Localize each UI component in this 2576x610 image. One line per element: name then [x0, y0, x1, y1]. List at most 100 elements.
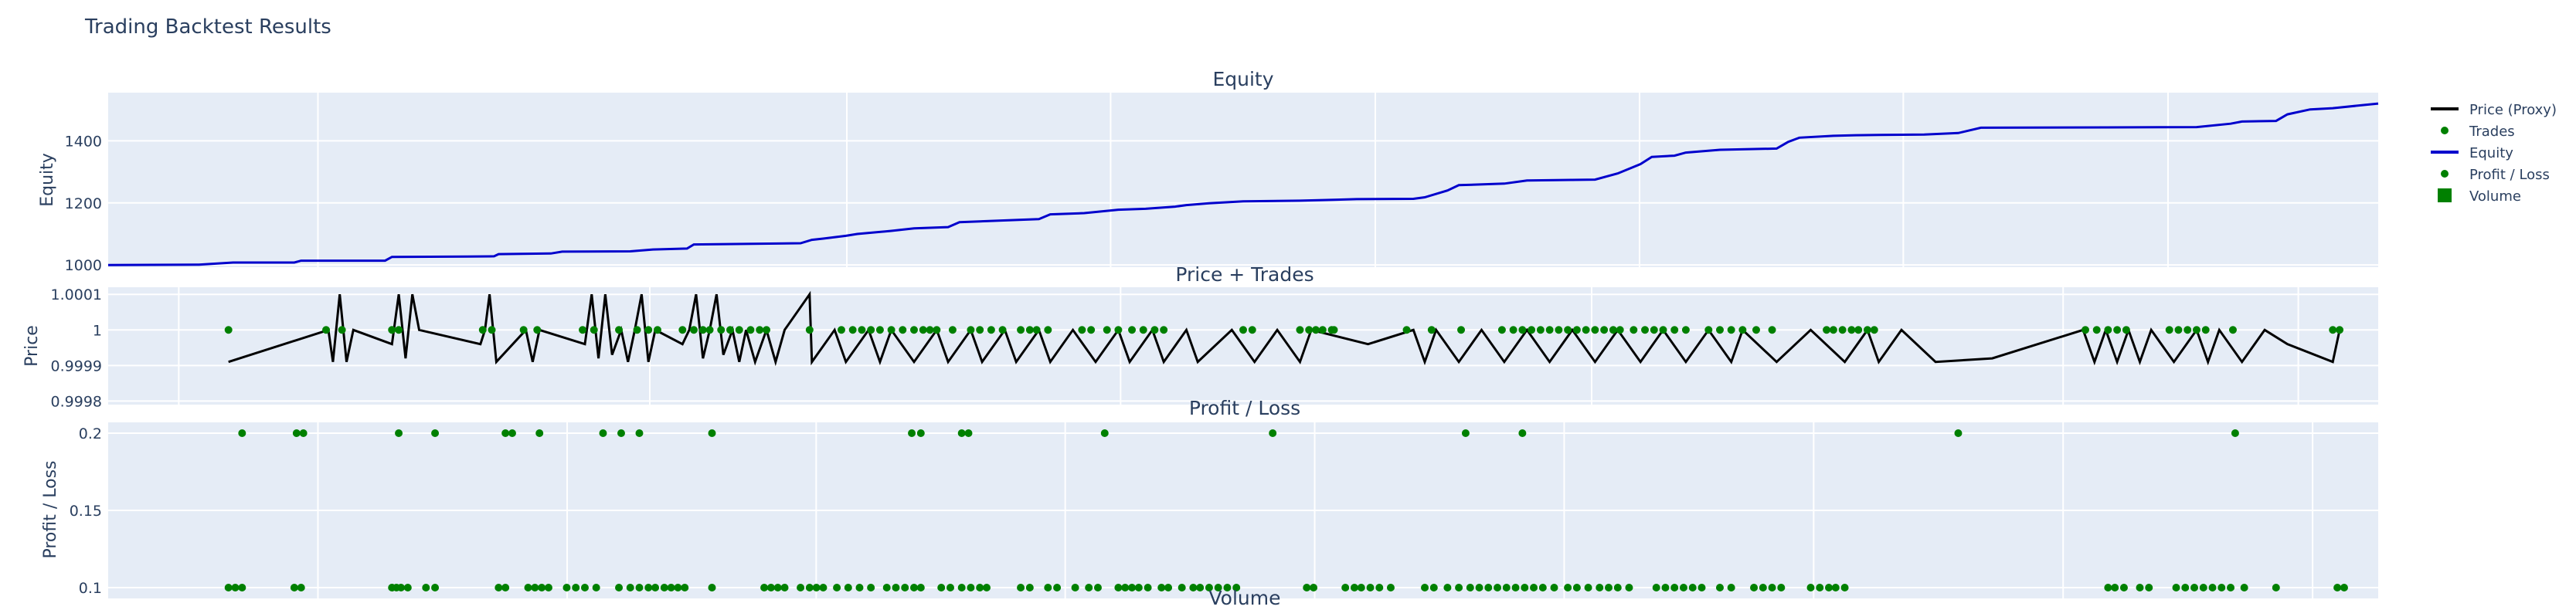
trade-marker: [1600, 326, 1609, 334]
pnl-point: [1214, 584, 1222, 591]
pnl-point: [580, 584, 589, 591]
trade-marker: [1497, 326, 1506, 334]
pnl-point: [1223, 584, 1232, 591]
pnl-point: [299, 429, 308, 437]
pnl-point: [1727, 584, 1735, 591]
equity-line: [107, 102, 2379, 266]
pnl-point: [238, 429, 246, 437]
pnl-point: [766, 584, 775, 591]
equity-ytick-label: 1000: [65, 257, 102, 274]
equity-panel: 1000 1200 1400 Equity Equity: [38, 68, 2379, 274]
pnl-point: [1303, 584, 1311, 591]
trade-marker: [1823, 326, 1831, 334]
legend-item-equity[interactable]: Equity: [2431, 145, 2513, 161]
trade-marker: [690, 326, 698, 334]
trade-marker: [1870, 326, 1878, 334]
pnl-point: [916, 429, 925, 437]
trade-marker: [1572, 326, 1581, 334]
pnl-panel-title: Profit / Loss: [1189, 397, 1300, 419]
pnl-point: [1443, 584, 1452, 591]
trade-marker: [644, 326, 653, 334]
trade-marker: [705, 326, 714, 334]
trade-marker: [2104, 326, 2112, 334]
pnl-point: [1466, 584, 1474, 591]
legend-item-volume[interactable]: Volume: [2438, 188, 2521, 205]
trade-marker: [1591, 326, 1599, 334]
pnl-point: [780, 584, 789, 591]
trade-marker: [1518, 326, 1527, 334]
pnl-point: [1357, 584, 1365, 591]
pnl-y-label: Profit / Loss: [41, 460, 60, 558]
pnl-point: [422, 584, 430, 591]
pnl-point: [2145, 584, 2153, 591]
pnl-point: [2227, 584, 2235, 591]
legend-swatch-profit-loss: [2441, 170, 2449, 178]
pnl-point: [1688, 584, 1697, 591]
trade-marker: [2228, 326, 2237, 334]
pnl-point: [395, 429, 403, 437]
trade-marker: [2113, 326, 2122, 334]
trade-marker: [1752, 326, 1760, 334]
pnl-point: [1386, 584, 1395, 591]
pnl-point: [844, 584, 852, 591]
legend-label-volume: Volume: [2469, 188, 2521, 205]
pnl-point: [957, 429, 966, 437]
pnl-point: [538, 584, 546, 591]
pnl-point: [635, 429, 644, 437]
trade-marker: [1330, 326, 1338, 334]
trade-marker: [1017, 326, 1025, 334]
trade-marker: [395, 326, 403, 334]
pnl-point: [1144, 584, 1152, 591]
legend-item-trades[interactable]: Trades: [2441, 124, 2515, 140]
pnl-point: [833, 584, 841, 591]
trade-marker: [875, 326, 884, 334]
pnl-point: [681, 584, 689, 591]
trade-marker: [2336, 326, 2344, 334]
trade-marker: [1318, 326, 1327, 334]
trade-marker: [1681, 326, 1690, 334]
pnl-point: [1350, 584, 1358, 591]
equity-ytick-label: 1200: [65, 195, 102, 212]
pnl-point: [1494, 584, 1502, 591]
pnl-point: [1584, 584, 1592, 591]
pnl-point: [1164, 584, 1173, 591]
pnl-point: [1196, 584, 1205, 591]
chart-title: Trading Backtest Results: [84, 15, 331, 39]
trade-marker: [1312, 326, 1320, 334]
pnl-point: [1455, 584, 1463, 591]
pnl-point: [909, 584, 918, 591]
trade-marker: [678, 326, 687, 334]
pnl-point: [644, 584, 653, 591]
trade-marker: [1609, 326, 1617, 334]
pnl-point: [1475, 584, 1483, 591]
legend-swatch-trades: [2441, 127, 2449, 134]
legend-item-price-proxy[interactable]: Price (Proxy): [2431, 102, 2557, 118]
pnl-point: [592, 584, 600, 591]
trade-marker: [2174, 326, 2183, 334]
pnl-point: [1189, 584, 1198, 591]
pnl-point: [635, 584, 644, 591]
pnl-point: [1484, 584, 1493, 591]
pnl-point: [1044, 584, 1052, 591]
trade-marker: [2192, 326, 2200, 334]
pnl-point: [562, 584, 571, 591]
pnl-point: [494, 584, 503, 591]
trade-marker: [1650, 326, 1658, 334]
pnl-point: [531, 584, 539, 591]
legend-item-profit-loss[interactable]: Profit / Loss: [2441, 167, 2550, 183]
pnl-point: [1596, 584, 1604, 591]
trade-marker: [1536, 326, 1545, 334]
pnl-panel: 0.1 0.15 0.2 Profit / Loss Profit / Loss V…: [41, 397, 2378, 609]
trade-marker: [763, 326, 771, 334]
price-proxy-line: [228, 290, 2341, 367]
pnl-point: [708, 429, 716, 437]
pnl-point: [231, 584, 240, 591]
pnl-point: [2240, 584, 2248, 591]
pnl-point: [1178, 584, 1186, 591]
pnl-point: [1777, 584, 1786, 591]
pnl-point: [819, 584, 828, 591]
trade-marker: [756, 326, 764, 334]
pnl-point: [1366, 584, 1375, 591]
trade-marker: [1545, 326, 1554, 334]
